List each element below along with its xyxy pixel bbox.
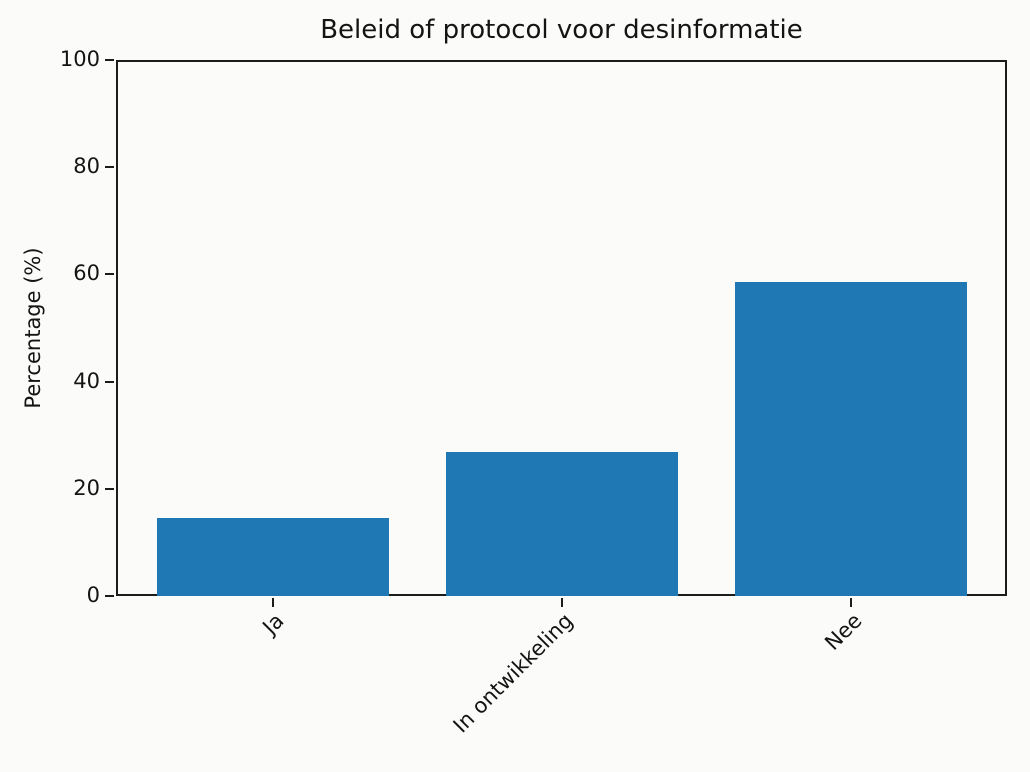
chart-title: Beleid of protocol voor desinformatie (320, 15, 803, 45)
x-tick-label: Nee (819, 608, 867, 655)
axes-overlay: 0 20 40 60 80 100 Ja In ontwikkeling Nee (60, 49, 1007, 738)
y-tick-label: 80 (73, 154, 100, 179)
y-tick-mark (105, 166, 114, 169)
x-tick-mark (560, 598, 563, 607)
y-tick-label: 100 (59, 47, 100, 71)
bar-nee (734, 282, 967, 596)
y-tick-mark (105, 380, 114, 383)
y-tick-label: 20 (73, 475, 100, 500)
y-tick-label: 0 (86, 583, 100, 607)
y-tick-label: 60 (73, 261, 100, 286)
y-tick-mark (105, 273, 114, 276)
y-tick-mark (105, 487, 114, 490)
bar-in-ontwikkeling (445, 452, 678, 596)
y-tick-mark (105, 595, 114, 597)
x-tick-mark (271, 598, 274, 607)
bar-ja (156, 517, 389, 596)
x-tick-mark (849, 598, 852, 607)
y-tick-label: 40 (73, 368, 100, 393)
y-tick-mark (105, 59, 114, 61)
x-tick-label: In ontwikkeling (448, 608, 578, 738)
x-tick-label: Ja (257, 608, 289, 640)
